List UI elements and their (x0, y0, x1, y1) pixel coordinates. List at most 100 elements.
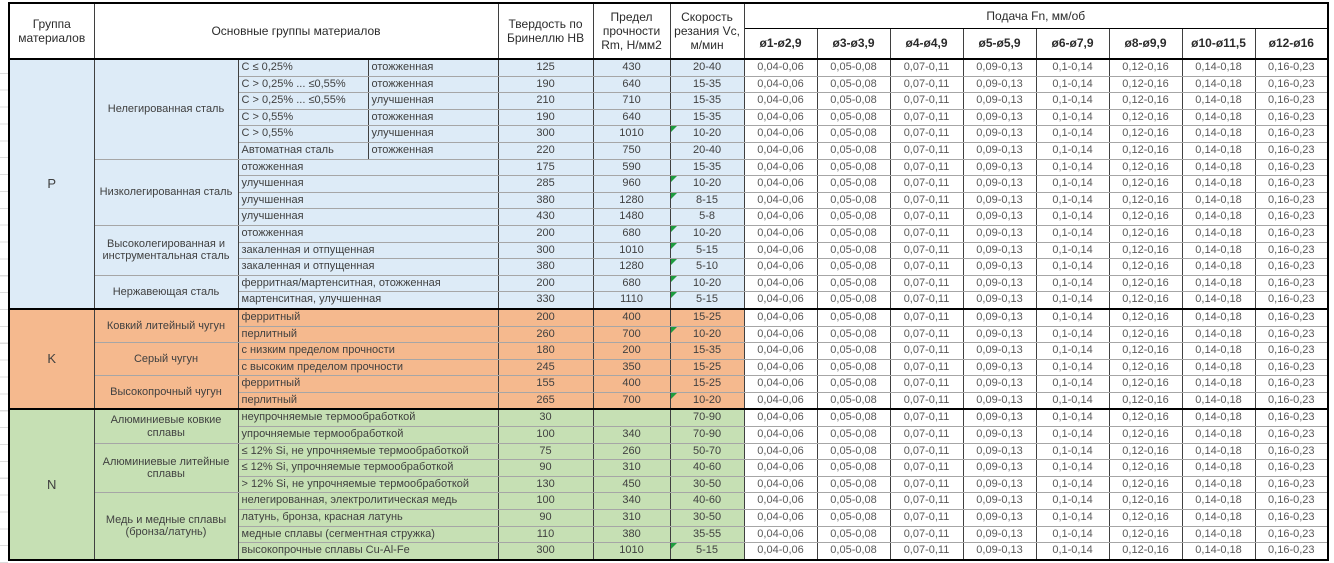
error-indicator-triangle-icon (671, 193, 677, 199)
feed-value-cell: 0,16-0,23 (1254, 58, 1329, 77)
hardness-cell: 100 (497, 426, 594, 444)
feed-value-cell: 0,1-0,14 (1035, 291, 1110, 310)
feed-value-cell: 0,05-0,08 (816, 442, 891, 461)
feed-value-cell: 0,12-0,16 (1108, 175, 1183, 193)
strength-cell: 350 (592, 358, 671, 377)
feed-value-cell: 0,07-0,11 (889, 475, 964, 494)
feed-value-cell: 0,09-0,13 (962, 291, 1037, 310)
feed-value-cell: 0,05-0,08 (816, 375, 891, 393)
feed-value-cell: 0,07-0,11 (889, 509, 964, 527)
feed-value-cell: 0,1-0,14 (1035, 509, 1110, 527)
feed-value-cell: 0,09-0,13 (962, 208, 1037, 226)
feed-value-cell: 0,05-0,08 (816, 358, 891, 377)
feed-value-cell: 0,07-0,11 (889, 258, 964, 276)
feed-value-cell: 0,16-0,23 (1254, 492, 1329, 511)
feed-value-cell: 0,14-0,18 (1181, 158, 1256, 177)
strength-cell: 700 (592, 325, 671, 344)
feed-value-cell: 0,12-0,16 (1108, 158, 1183, 177)
feed-value-cell: 0,1-0,14 (1035, 307, 1110, 327)
header-brinell-hardness: Твердость по Бринеллю HB (497, 2, 594, 60)
strength-cell: 680 (592, 274, 671, 293)
feed-value-cell: 0,14-0,18 (1181, 492, 1256, 511)
feed-value-cell: 0,12-0,16 (1108, 542, 1183, 561)
feed-value-cell: 0,07-0,11 (889, 208, 964, 226)
feed-value-cell: 0,09-0,13 (962, 125, 1037, 143)
feed-value-cell: 0,1-0,14 (1035, 459, 1110, 477)
feed-value-cell: 0,1-0,14 (1035, 92, 1110, 110)
feed-value-cell: 0,04-0,06 (743, 191, 818, 210)
speed-cell: 70-90 (669, 408, 745, 428)
feed-value-cell: 0,04-0,06 (743, 291, 818, 310)
strength-cell: 260 (592, 442, 671, 461)
feed-value-cell: 0,04-0,06 (743, 525, 818, 544)
feed-value-cell: 0,1-0,14 (1035, 442, 1110, 461)
table-row: Низколегированная сталь отожженная 175 590 1… (9, 158, 1329, 226)
detail-cell: ферритный (237, 375, 499, 393)
feed-value-cell: 0,09-0,13 (962, 307, 1037, 327)
speed-cell: 70-90 (669, 426, 745, 444)
speed-cell: 40-60 (669, 492, 745, 511)
speed-cell: 15-35 (669, 158, 745, 177)
detail-cell: улучшенная (237, 191, 499, 210)
feed-value-cell: 0,05-0,08 (816, 408, 891, 428)
feed-value-cell: 0,07-0,11 (889, 108, 964, 127)
feed-value-cell: 0,12-0,16 (1108, 141, 1183, 160)
feed-value-cell: 0,16-0,23 (1254, 108, 1329, 127)
header-main-material-groups: Основные группы материалов (93, 2, 499, 60)
feed-value-cell: 0,1-0,14 (1035, 274, 1110, 293)
feed-value-cell: 0,14-0,18 (1181, 542, 1256, 561)
family-name-cell: Алюминиевые ковкие сплавы (93, 408, 239, 444)
feed-value-cell: 0,07-0,11 (889, 426, 964, 444)
feed-value-cell: 0,16-0,23 (1254, 191, 1329, 210)
speed-cell: 10-20 (669, 175, 745, 193)
feed-value-cell: 0,05-0,08 (816, 75, 891, 94)
feed-value-cell: 0,14-0,18 (1181, 509, 1256, 527)
header-dia-range: ø1-ø2,9 (743, 28, 818, 60)
detail-cell: ≤ 12% Si, не упрочняемые термообработкой (237, 442, 499, 461)
detail-cell: отожженная (367, 108, 499, 127)
detail-cell: отожженная (237, 158, 499, 177)
feed-value-cell: 0,14-0,18 (1181, 342, 1256, 360)
hardness-cell: 75 (497, 442, 594, 461)
feed-value-cell: 0,1-0,14 (1035, 325, 1110, 344)
feed-value-cell: 0,1-0,14 (1035, 125, 1110, 143)
hardness-cell: 245 (497, 358, 594, 377)
feed-value-cell: 0,09-0,13 (962, 258, 1037, 276)
feed-value-cell: 0,04-0,06 (743, 158, 818, 177)
error-indicator-triangle-icon (671, 243, 677, 249)
table-row: Высокопрочный чугун ферритный 155 400 15-25 0… (9, 375, 1329, 410)
feed-value-cell: 0,09-0,13 (962, 108, 1037, 127)
feed-value-cell: 0,1-0,14 (1035, 241, 1110, 260)
feed-value-cell: 0,04-0,06 (743, 358, 818, 377)
hardness-cell: 265 (497, 391, 594, 410)
feed-value-cell: 0,14-0,18 (1181, 108, 1256, 127)
feed-value-cell: 0,09-0,13 (962, 459, 1037, 477)
feed-value-cell: 0,12-0,16 (1108, 307, 1183, 327)
table-row: закаленная и отпущенная 300 1010 5-15 0,04-0… (9, 241, 1329, 260)
speed-cell: 5-15 (669, 542, 745, 561)
group-code-cell: N (8, 408, 95, 561)
table-row: мартенситная, улучшенная 330 1110 5-15 0,04-… (9, 291, 1329, 310)
strength-cell: 960 (592, 175, 671, 193)
hardness-cell: 190 (497, 75, 594, 94)
table-body: P Нелегированная сталь C ≤ 0,25% отожженная… (8, 58, 1329, 561)
header-material-group: Группа материалов (8, 2, 95, 60)
feed-value-cell: 0,12-0,16 (1108, 108, 1183, 127)
strength-cell: 380 (592, 525, 671, 544)
detail-cell: медные сплавы (сегментная стружка) (237, 525, 499, 544)
feed-value-cell: 0,14-0,18 (1181, 175, 1256, 193)
feed-value-cell: 0,12-0,16 (1108, 92, 1183, 110)
detail-cell: закаленная и отпущенная (237, 241, 499, 260)
feed-value-cell: 0,07-0,11 (889, 442, 964, 461)
feed-value-cell: 0,16-0,23 (1254, 325, 1329, 344)
hardness-cell: 380 (497, 191, 594, 210)
feed-value-cell: 0,16-0,23 (1254, 125, 1329, 143)
feed-value-cell: 0,16-0,23 (1254, 274, 1329, 293)
sheet-left-gutter (0, 57, 8, 563)
hardness-cell: 200 (497, 307, 594, 327)
strength-cell: 750 (592, 141, 671, 160)
table-row: закаленная и отпущенная 380 1280 5-10 0,04-0… (9, 258, 1329, 276)
hardness-cell: 430 (497, 208, 594, 226)
feed-value-cell: 0,12-0,16 (1108, 342, 1183, 360)
